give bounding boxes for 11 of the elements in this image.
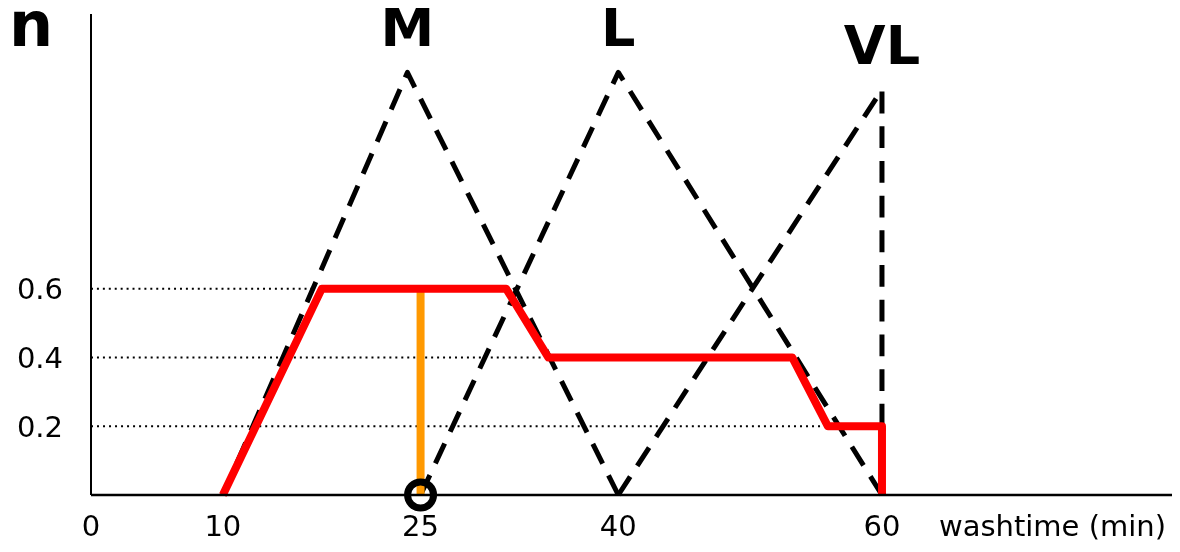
y-tick-label: 0.6 (16, 272, 63, 307)
x-tick-label: 25 (402, 508, 440, 543)
series-label: VL (843, 13, 921, 77)
y-axis-title: n (9, 0, 54, 61)
x-tick-label: 60 (863, 508, 901, 543)
y-tick-label: 0.2 (16, 409, 63, 444)
y-tick-label: 0.4 (16, 340, 63, 375)
x-axis-title: washtime (min) (938, 508, 1166, 543)
x-tick-label: 10 (204, 508, 242, 543)
x-tick-label: 40 (599, 508, 637, 543)
x-tick-label: 0 (81, 508, 101, 543)
